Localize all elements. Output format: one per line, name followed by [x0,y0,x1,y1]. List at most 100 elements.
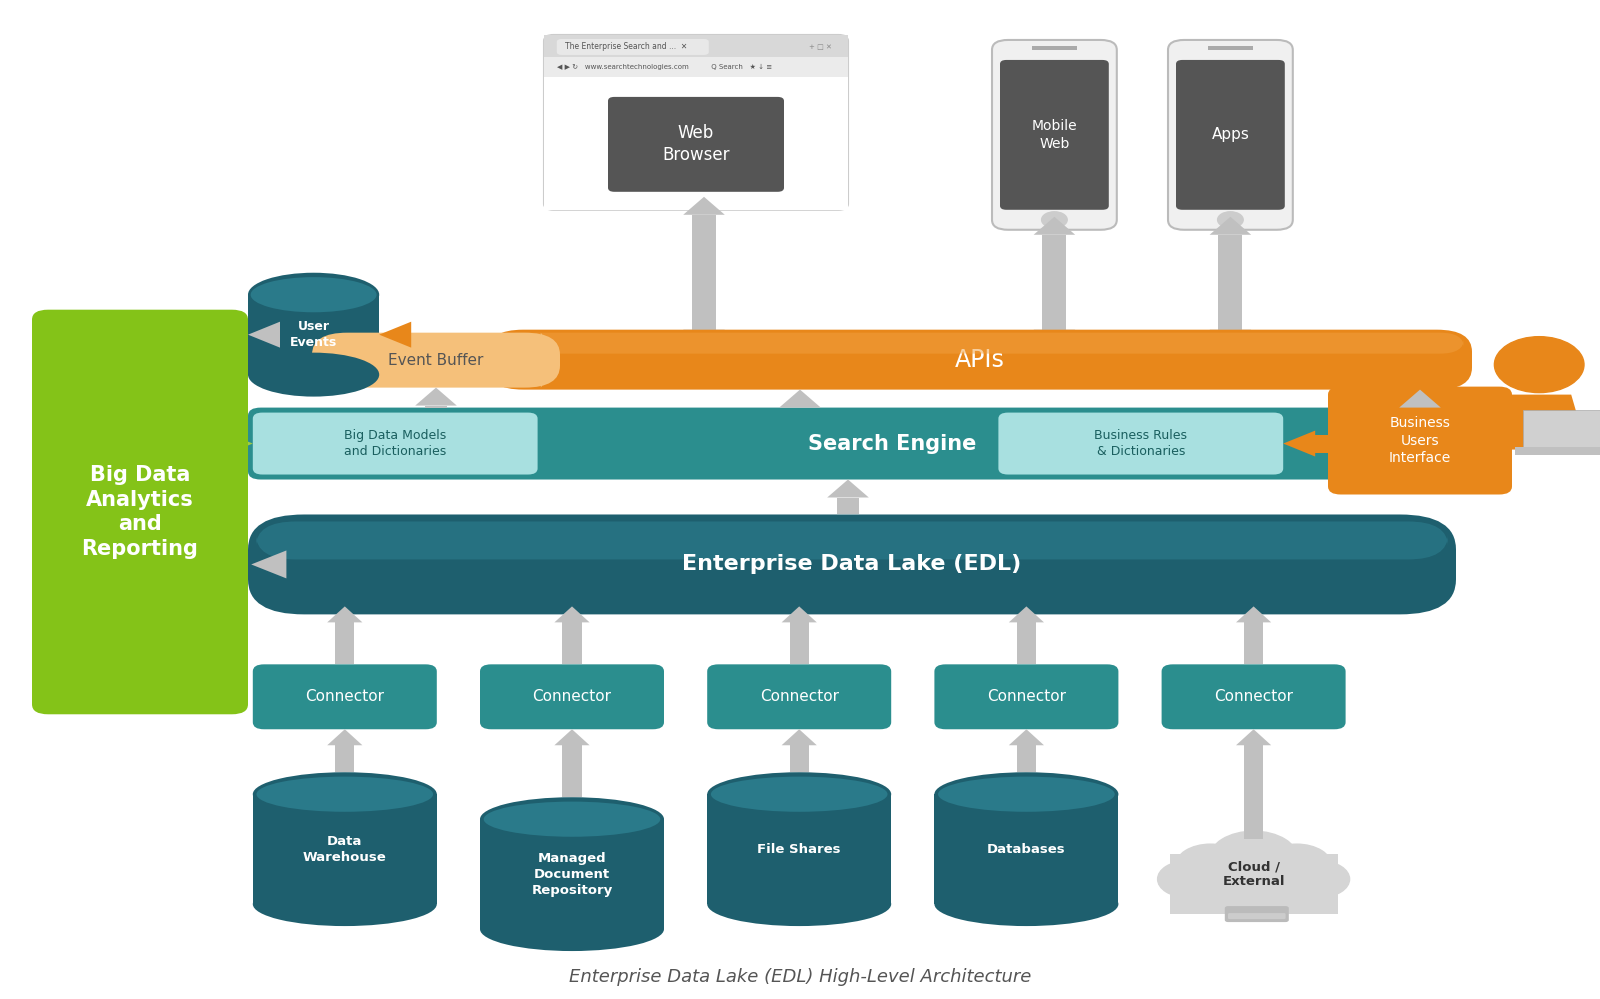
Text: The Enterprise Search and ...  ✕: The Enterprise Search and ... ✕ [565,42,686,52]
Circle shape [1213,859,1293,909]
Ellipse shape [707,772,891,816]
Bar [544,77,848,210]
FancyBboxPatch shape [256,521,1448,559]
Circle shape [1293,861,1349,897]
Ellipse shape [707,882,891,926]
Circle shape [1210,831,1298,887]
FancyBboxPatch shape [1162,664,1346,729]
Polygon shape [541,333,560,388]
FancyBboxPatch shape [707,664,891,729]
Text: Mobile
Web: Mobile Web [1032,119,1077,151]
Polygon shape [554,729,589,745]
Bar [1245,622,1264,664]
Polygon shape [248,322,280,348]
FancyBboxPatch shape [1168,40,1293,230]
Ellipse shape [934,772,1118,816]
FancyBboxPatch shape [488,330,1472,390]
Text: Connector: Connector [306,689,384,704]
Polygon shape [1210,330,1251,348]
FancyBboxPatch shape [248,408,1456,480]
Text: Big Data Models
and Dictionaries: Big Data Models and Dictionaries [344,429,446,459]
Ellipse shape [934,882,1118,926]
Text: + □ ✕: + □ ✕ [810,44,832,50]
FancyBboxPatch shape [496,333,1464,354]
Circle shape [1157,861,1216,897]
Polygon shape [1523,410,1600,450]
FancyBboxPatch shape [253,664,437,729]
Text: APIs: APIs [955,348,1005,372]
Bar [707,794,891,904]
Polygon shape [779,390,821,408]
FancyBboxPatch shape [32,310,248,714]
Bar [1515,447,1600,455]
Ellipse shape [248,273,379,317]
FancyBboxPatch shape [544,35,848,210]
Polygon shape [1491,395,1587,450]
Ellipse shape [480,907,664,951]
Polygon shape [1210,217,1251,235]
Bar [934,794,1118,904]
Text: Enterprise Data Lake (EDL): Enterprise Data Lake (EDL) [682,554,1022,574]
Polygon shape [1235,606,1272,622]
Polygon shape [554,606,589,622]
Bar [837,498,859,514]
Polygon shape [683,197,725,215]
Text: Business Rules
& Dictionaries: Business Rules & Dictionaries [1094,429,1187,459]
Bar [1170,854,1338,914]
Text: Connector: Connector [1214,689,1293,704]
Bar [248,295,379,375]
Bar [1032,46,1077,50]
Ellipse shape [248,353,379,397]
Bar [1315,435,1328,453]
Polygon shape [218,430,253,458]
FancyBboxPatch shape [557,39,709,55]
Ellipse shape [256,776,434,812]
Circle shape [1494,337,1584,393]
FancyBboxPatch shape [1328,387,1512,495]
Bar [563,622,582,664]
Bar [1043,235,1067,330]
Text: Search Engine: Search Engine [808,434,976,454]
Polygon shape [1398,390,1440,408]
Ellipse shape [710,776,888,812]
Polygon shape [1034,330,1075,348]
Ellipse shape [253,772,437,816]
Circle shape [1218,212,1243,228]
Text: Connector: Connector [533,689,611,704]
Bar [426,406,448,408]
Polygon shape [1283,431,1315,457]
Bar [480,819,664,929]
Polygon shape [326,606,363,622]
Text: Event Buffer: Event Buffer [389,353,483,368]
FancyBboxPatch shape [992,40,1117,230]
FancyBboxPatch shape [480,664,664,729]
Text: File Shares: File Shares [757,842,842,856]
Polygon shape [416,388,458,406]
Ellipse shape [938,776,1115,812]
FancyBboxPatch shape [1000,60,1109,210]
Polygon shape [1034,217,1075,235]
FancyBboxPatch shape [998,413,1283,475]
Bar [544,35,848,57]
Text: Data
Warehouse: Data Warehouse [302,834,387,864]
Ellipse shape [480,797,664,841]
Circle shape [1042,212,1067,228]
Polygon shape [379,322,411,348]
Text: Big Data
Analytics
and
Reporting: Big Data Analytics and Reporting [82,465,198,559]
Text: Databases: Databases [987,842,1066,856]
Polygon shape [251,550,286,578]
Text: Connector: Connector [987,689,1066,704]
Polygon shape [1008,606,1043,622]
Text: Business
Users
Interface: Business Users Interface [1389,417,1451,465]
Bar [790,745,808,772]
Bar [563,745,582,797]
Bar [1208,46,1253,50]
Bar [336,622,355,664]
Ellipse shape [483,801,661,837]
FancyBboxPatch shape [608,97,784,192]
FancyBboxPatch shape [248,514,1456,614]
Text: Web
Browser: Web Browser [662,124,730,165]
Polygon shape [1008,729,1043,745]
Circle shape [1174,844,1245,888]
FancyBboxPatch shape [1226,906,1290,922]
